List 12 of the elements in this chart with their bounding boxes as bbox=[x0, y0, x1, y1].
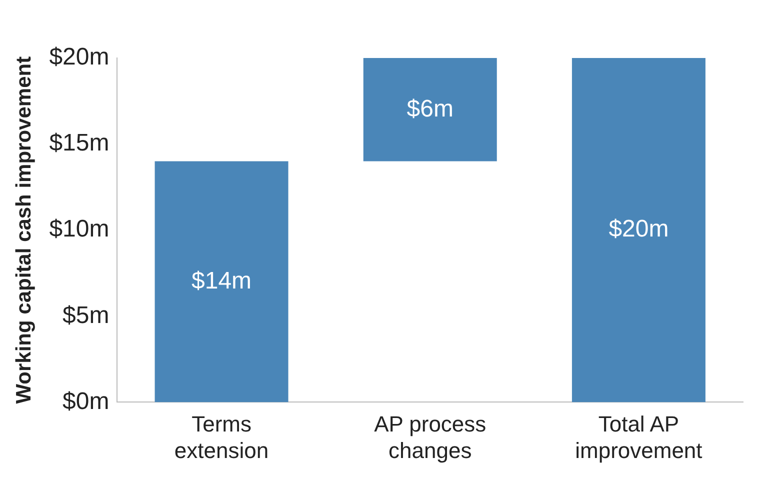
y-tick-label: $15m bbox=[49, 130, 110, 157]
y-tick-label: $10m bbox=[49, 216, 110, 243]
y-tick-label: $0m bbox=[62, 388, 110, 415]
y-axis-title: Working capital cash improvement bbox=[12, 56, 36, 404]
x-tick-label: AP process changes bbox=[374, 411, 486, 463]
y-tick-label: $5m bbox=[62, 302, 110, 329]
x-tick-label: Total AP improvement bbox=[575, 411, 702, 463]
data-label: $14m bbox=[192, 267, 252, 294]
data-label: $20m bbox=[608, 216, 669, 243]
x-tick-label: Terms extension bbox=[174, 411, 269, 463]
y-tick-label: $20m bbox=[49, 44, 110, 71]
data-label: $6m bbox=[406, 95, 454, 122]
